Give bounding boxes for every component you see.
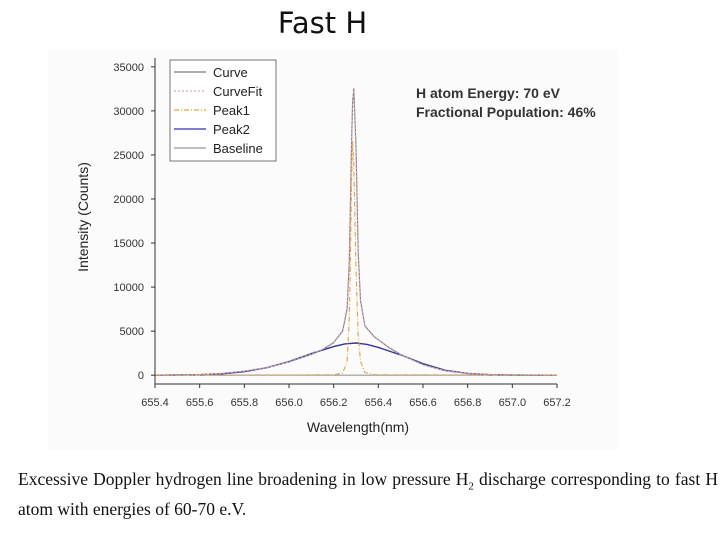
axes: 655.4 655.6 655.8 656.0 656.2 656.4 656.6 656.8…: [75, 58, 571, 435]
spectrum-chart: 655.4 655.6 655.8 656.0 656.2 656.4 656.6 656.8…: [75, 58, 596, 435]
caption-subscript: 2: [468, 480, 474, 493]
legend: Curve CurveFit Peak1 Peak2 Baseline: [169, 59, 277, 162]
x-tick-label: 655.6: [186, 397, 214, 409]
chart-annotation: Fractional Population: 46%: [416, 104, 596, 120]
y-tick-label: 25000: [113, 150, 144, 162]
x-axis-title: Wavelength(nm): [307, 419, 409, 435]
legend-label: Peak1: [213, 103, 250, 118]
x-tick-label: 655.8: [231, 397, 259, 409]
plot-area: [154, 88, 558, 376]
chart-annotation: H atom Energy: 70 eV: [416, 85, 561, 101]
x-tick-label: 656.0: [275, 397, 303, 409]
y-tick-label: 0: [138, 370, 144, 382]
x-tick-label: 657.0: [499, 397, 527, 409]
x-tick-label: 657.2: [543, 397, 571, 409]
x-tick-label: 656.2: [320, 397, 348, 409]
y-tick-label: 20000: [113, 194, 144, 206]
series-line-peak1: [154, 141, 558, 376]
x-tick-label: 656.8: [454, 397, 482, 409]
caption-text-part1: Excessive Doppler hydrogen line broadeni…: [18, 469, 469, 489]
legend-label: CurveFit: [213, 84, 263, 99]
slide-title: Fast H: [277, 6, 368, 40]
y-tick-label: 35000: [113, 62, 144, 74]
figure-background: [48, 50, 618, 450]
y-axis-title: Intensity (Counts): [75, 162, 91, 272]
caption-text-part2: discharge corresponding to fast H atom w…: [18, 469, 718, 519]
y-tick-label: 30000: [113, 106, 144, 118]
series-line-curvefit: [154, 90, 558, 376]
legend-label: Peak2: [213, 122, 250, 137]
y-tick-label: 15000: [113, 238, 144, 250]
annotations: H atom Energy: 70 eV Fractional Populatio…: [416, 85, 596, 120]
x-tick-label: 656.4: [365, 397, 393, 409]
y-tick-label: 10000: [113, 282, 144, 294]
legend-label: Curve: [213, 65, 248, 80]
figure-caption: Excessive Doppler hydrogen line broadeni…: [18, 468, 718, 520]
legend-label: Baseline: [213, 141, 263, 156]
y-tick-label: 5000: [120, 326, 144, 338]
x-tick-label: 655.4: [141, 397, 169, 409]
series-line-peak2: [154, 342, 558, 376]
x-tick-label: 656.6: [409, 397, 437, 409]
